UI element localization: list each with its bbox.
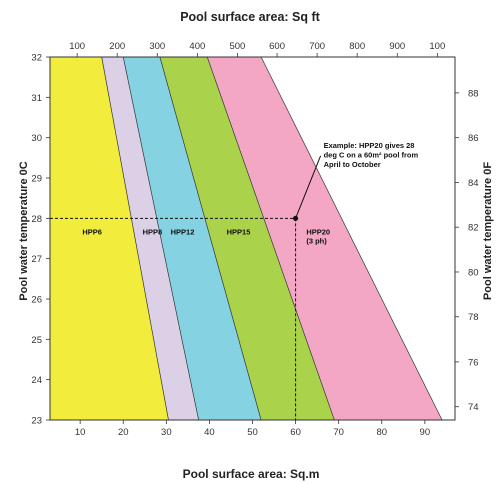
top-tick-label: 600 <box>269 41 285 52</box>
right-tick-label: 80 <box>468 267 479 278</box>
left-axis-title: Pool water temperature 0C <box>18 161 30 300</box>
top-tick-label: 300 <box>149 41 165 52</box>
y-tick-label: 32 <box>31 53 42 64</box>
label-hpp20: HPP20 <box>306 227 330 236</box>
label-hpp15: HPP15 <box>227 227 251 236</box>
x-tick-label: 60 <box>290 427 301 438</box>
band-hpp15 <box>159 57 335 420</box>
x-axis-bottom: 10 20 30 40 50 60 70 80 90 <box>75 420 430 438</box>
right-tick-label: 82 <box>468 223 479 234</box>
x-tick-label: 50 <box>247 427 258 438</box>
right-tick-label: 74 <box>468 402 479 413</box>
label-hpp12: HPP12 <box>171 227 195 236</box>
y-axis-left: 23 24 25 26 27 28 29 30 31 32 <box>31 53 50 427</box>
band-labels-layer: HPP6 HPP8 HPP12 HPP15 HPP20(3 ph) <box>82 227 330 245</box>
x-tick-label: 20 <box>118 427 129 438</box>
x-tick-label: 90 <box>420 427 431 438</box>
y-tick-label: 31 <box>31 93 42 104</box>
band-hpp6 <box>50 57 169 420</box>
top-tick-label: 700 <box>309 41 325 52</box>
x-tick-label: 70 <box>333 427 344 438</box>
y-tick-label: 27 <box>31 254 42 265</box>
y-tick-label: 30 <box>31 133 42 144</box>
y-tick-label: 24 <box>31 375 42 386</box>
boundary-line-hpp15 <box>206 56 335 421</box>
label-hpp6: HPP6 <box>82 227 102 236</box>
boundary-line-hpp12 <box>159 56 262 421</box>
boundary-line-hpp8 <box>122 56 199 421</box>
y-tick-label: 23 <box>31 416 42 427</box>
y-tick-label: 29 <box>31 174 42 185</box>
top-tick-label: 100 <box>69 41 85 52</box>
x-tick-label: 10 <box>75 427 86 438</box>
right-tick-label: 84 <box>468 178 479 189</box>
y-tick-label: 25 <box>31 335 42 346</box>
example-point <box>292 215 299 221</box>
top-tick-label: 200 <box>109 41 125 52</box>
band-hpp20 <box>207 57 443 420</box>
top-tick-label: 400 <box>189 41 205 52</box>
top-axis-title: Pool surface area: Sq ft <box>180 10 320 24</box>
band-hpp12 <box>123 57 262 420</box>
y-axis-right: 74 76 78 80 82 84 86 88 <box>455 88 479 413</box>
y-tick-label: 28 <box>31 214 42 225</box>
example-note-line: deg C on a 60m² pool from <box>324 150 419 159</box>
x-axis-top: 100 200 300 400 500 600 700 800 900 100 <box>69 41 445 57</box>
right-tick-label: 88 <box>468 88 479 99</box>
bottom-axis-title: Pool surface area: Sq.m <box>183 467 320 481</box>
x-tick-label: 30 <box>161 427 172 438</box>
y-tick-label: 26 <box>31 295 42 306</box>
band-hpp8 <box>101 57 199 420</box>
example-leader-line <box>295 155 322 219</box>
top-tick-label: 100 <box>429 41 445 52</box>
example-note-line: Example: HPP20 gives 28 <box>324 141 415 150</box>
right-tick-label: 78 <box>468 312 479 323</box>
right-tick-label: 76 <box>468 357 479 368</box>
sublabel-hpp20: (3 ph) <box>306 236 327 245</box>
top-tick-label: 500 <box>229 41 245 52</box>
boundary-line-hpp20 <box>260 56 443 421</box>
right-tick-label: 86 <box>468 133 479 144</box>
boundary-lines-layer <box>101 56 443 421</box>
top-tick-label: 800 <box>349 41 365 52</box>
right-axis-title: Pool water temperature 0F <box>482 162 494 300</box>
x-tick-label: 80 <box>376 427 387 438</box>
example-note-line: April to October <box>324 160 381 169</box>
label-hpp8: HPP8 <box>143 227 163 236</box>
boundary-line-hpp6 <box>101 56 169 421</box>
x-tick-label: 40 <box>204 427 215 438</box>
bands-layer <box>50 57 443 420</box>
top-tick-label: 900 <box>389 41 405 52</box>
